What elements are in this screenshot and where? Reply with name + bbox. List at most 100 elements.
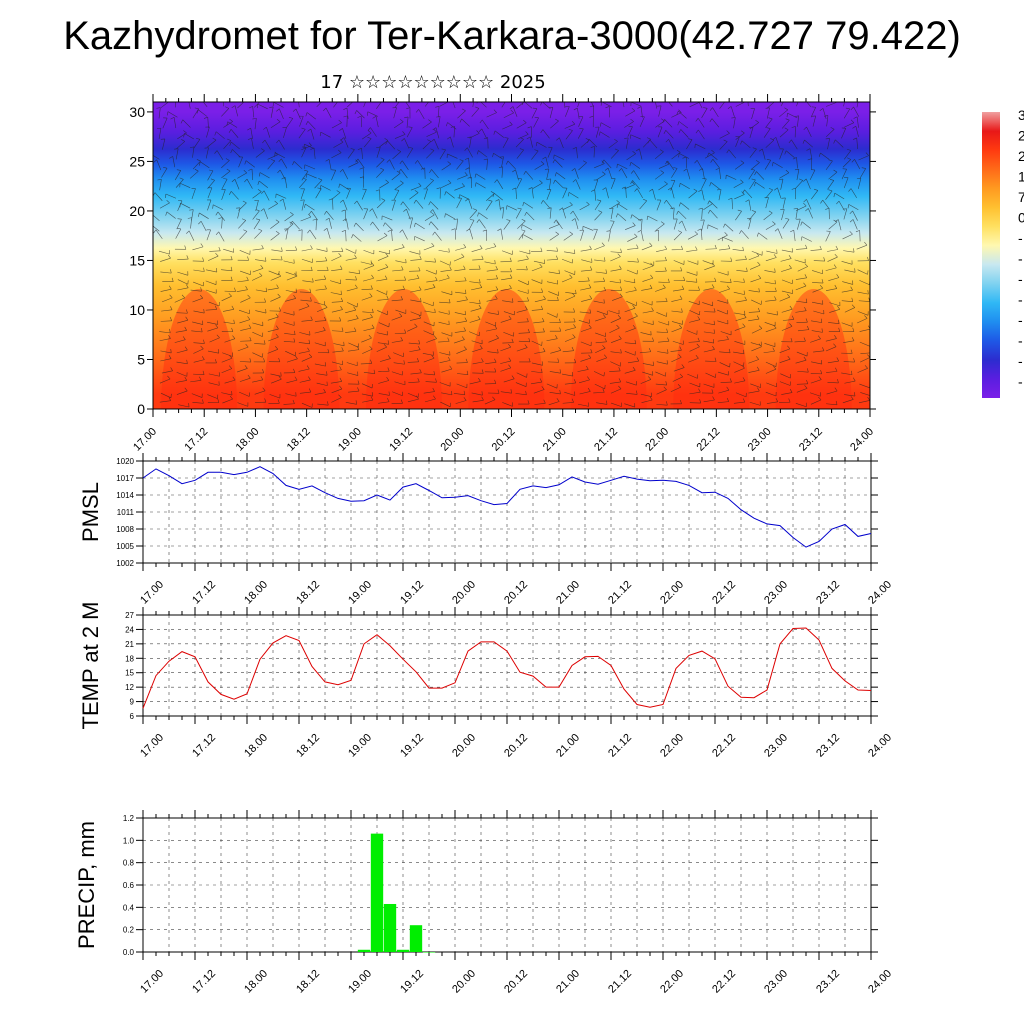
wind-barb (678, 121, 689, 129)
wind-barb (550, 120, 559, 129)
wind-barb (239, 319, 251, 324)
wind-barb (379, 182, 389, 189)
wind-barb-flag (371, 392, 373, 397)
wind-barb-flag (200, 294, 204, 299)
wind-barb (298, 368, 310, 372)
wind-barb-flag (165, 211, 168, 216)
wind-barb (808, 208, 813, 219)
temp-x-tick-label: 24.00 (866, 732, 894, 760)
wind-barb (199, 212, 209, 219)
wind-barb-flag (713, 329, 716, 334)
wind-barb (717, 339, 729, 342)
wind-barb-flag (853, 248, 855, 253)
wind-barb-flag (649, 188, 653, 192)
wind-barb-flag (554, 172, 557, 177)
wind-barb (252, 322, 264, 327)
wind-barb-flag (292, 108, 297, 112)
wind-barb (193, 359, 205, 363)
wind-barb (594, 179, 599, 191)
wind-barb (577, 403, 589, 407)
wind-barb-flag (742, 323, 746, 327)
wind-barb-flag (864, 365, 868, 369)
wind-barb-flag (724, 232, 728, 236)
wind-barb-flag (638, 218, 643, 221)
wind-barb (500, 318, 512, 323)
wind-barb (562, 207, 566, 219)
wind-barb-flag (679, 373, 683, 378)
wind-barb-flag (355, 284, 358, 289)
wind-barb-flag (667, 187, 672, 191)
wind-barb (546, 281, 558, 285)
wind-barb (454, 312, 466, 316)
wind-barb-flag (540, 129, 544, 134)
wind-barb-flag (756, 315, 760, 320)
wind-barb-flag (510, 267, 512, 272)
wind-barb-flag (432, 127, 437, 131)
wind-barb (441, 392, 453, 396)
wind-barb (728, 149, 737, 159)
wind-barb (286, 379, 298, 384)
wind-barb (159, 378, 171, 384)
wind-barb (678, 210, 687, 219)
wind-barb-flag (341, 327, 344, 332)
wind-barb (844, 394, 856, 397)
wind-barb (609, 370, 621, 372)
wind-barb (346, 102, 354, 108)
wind-barb (393, 107, 397, 119)
wind-barb (282, 198, 287, 210)
wind-barb (391, 229, 393, 241)
wind-barb (236, 289, 248, 292)
wind-barb (284, 333, 296, 336)
wind-barb-flag (263, 340, 266, 345)
wind-barb-flag (309, 288, 312, 293)
wind-barb-flag (791, 315, 795, 320)
wind-barb-flag (553, 219, 557, 224)
wind-barb (160, 288, 172, 292)
wind-barb-flag (356, 345, 360, 350)
wind-barb (255, 259, 267, 262)
wind-barb (733, 117, 736, 129)
wind-barb (481, 119, 489, 130)
wind-barb (666, 200, 674, 210)
wind-barb-flag (258, 228, 263, 231)
wind-barb (825, 102, 837, 107)
wind-barb-flag (731, 117, 736, 119)
wind-barb (193, 342, 205, 344)
wind-barb-flag (172, 96, 176, 97)
wind-barb (346, 107, 349, 119)
wind-barb (795, 310, 807, 313)
colorbar-label: 7 (1018, 189, 1024, 205)
wind-barb-flag (695, 278, 698, 283)
wind-barb (656, 361, 668, 365)
wind-barb-flag (541, 386, 545, 390)
wind-barb-flag (678, 202, 681, 207)
wind-barb-flag (464, 157, 469, 160)
wind-barb (826, 115, 829, 127)
wind-barb-flag (233, 319, 235, 324)
wind-barb (361, 383, 373, 389)
wind-barb-flag (324, 316, 327, 321)
wind-barb (500, 360, 511, 364)
wind-barb (859, 357, 870, 363)
wind-barb (858, 300, 870, 302)
colorbar-label: - (1018, 292, 1023, 308)
wind-barb-flag (179, 177, 184, 180)
wind-barb (500, 391, 512, 394)
wind-barb (393, 247, 405, 251)
wind-barb-flag (449, 266, 452, 271)
wind-barb (239, 377, 251, 382)
wind-barb (407, 326, 418, 332)
wind-barb-flag (341, 229, 346, 232)
wind-barb (330, 381, 342, 384)
wind-barb-flag (310, 147, 315, 150)
temp-x-tick-label: 22.00 (658, 732, 686, 760)
wind-barb-flag (465, 296, 468, 301)
wind-barb-flag (269, 106, 274, 108)
wind-barb-flag (277, 399, 280, 404)
wind-barb (857, 269, 868, 275)
wind-barb (393, 289, 405, 291)
wind-barb-flag (772, 162, 774, 167)
wind-barb (580, 230, 584, 241)
wind-barb (842, 281, 853, 285)
wind-barb (426, 131, 437, 137)
